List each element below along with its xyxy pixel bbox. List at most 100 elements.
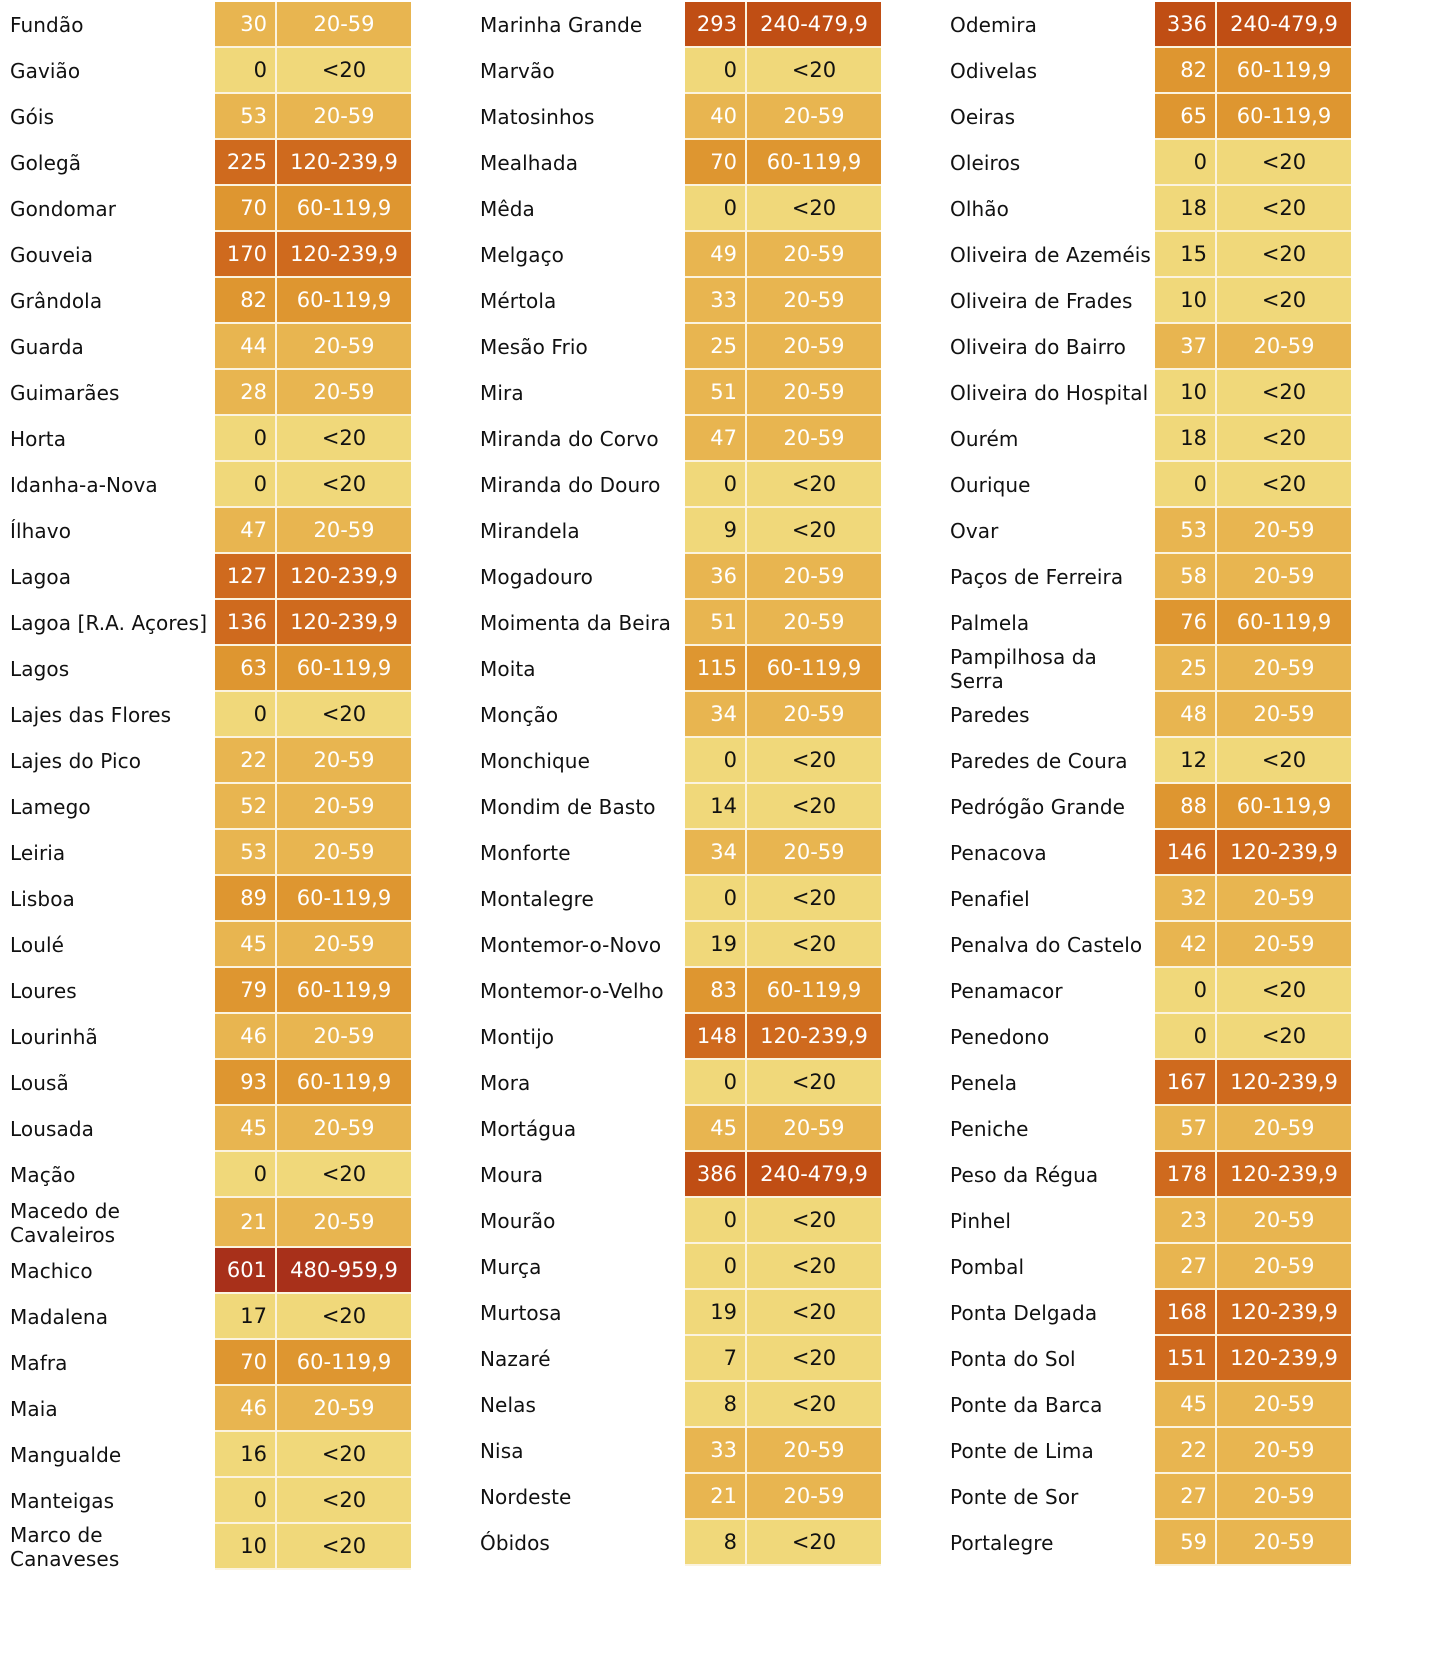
table-row: Lagoa [R.A. Açores] 136 120-239,9: [0, 600, 411, 646]
table-row: Penafiel 32 20-59: [940, 876, 1351, 922]
table-row: Monchique 0 <20: [470, 738, 881, 784]
incidence-value: 0: [215, 416, 277, 462]
table-row: Lousada 45 20-59: [0, 1106, 411, 1152]
table-row: Montemor-o-Velho 83 60-119,9: [470, 968, 881, 1014]
incidence-category: 480-959,9: [277, 1248, 411, 1294]
municipality-name: Macedo de Cavaleiros: [10, 1199, 121, 1247]
incidence-category: 120-239,9: [747, 1014, 881, 1060]
table-row: Gondomar 70 60-119,9: [0, 186, 411, 232]
incidence-value: 70: [215, 1340, 277, 1386]
municipality-name: Penalva do Castelo: [950, 933, 1143, 957]
table-row: Nelas 8 <20: [470, 1382, 881, 1428]
table-row: Montalegre 0 <20: [470, 876, 881, 922]
table-row: Murça 0 <20: [470, 1244, 881, 1290]
incidence-category: <20: [747, 462, 881, 508]
table-row: Loures 79 60-119,9: [0, 968, 411, 1014]
municipality-name: Lagos: [10, 657, 70, 681]
incidence-value: 58: [1155, 554, 1217, 600]
municipality-name: Marco de Canaveses: [10, 1523, 120, 1571]
table-row: Grândola 82 60-119,9: [0, 278, 411, 324]
table-row: Oliveira de Frades 10 <20: [940, 278, 1351, 324]
incidence-value: 17: [215, 1294, 277, 1340]
table-row: Marvão 0 <20: [470, 48, 881, 94]
table-row: Ponta Delgada 168 120-239,9: [940, 1290, 1351, 1336]
incidence-value: 0: [685, 462, 747, 508]
table-row: Maia 46 20-59: [0, 1386, 411, 1432]
incidence-value: 336: [1155, 2, 1217, 48]
incidence-category: 20-59: [277, 830, 411, 876]
municipality-name: Peso da Régua: [950, 1163, 1099, 1187]
municipality-name: Pampilhosa da Serra: [950, 645, 1097, 693]
incidence-category: <20: [747, 876, 881, 922]
incidence-category: 20-59: [747, 1474, 881, 1520]
municipality-name: Ílhavo: [10, 519, 72, 543]
table-row: Mora 0 <20: [470, 1060, 881, 1106]
municipality-name: Nelas: [480, 1393, 536, 1417]
municipality-name: Gavião: [10, 59, 81, 83]
municipality-name: Penacova: [950, 841, 1047, 865]
table-row: Moura 386 240-479,9: [470, 1152, 881, 1198]
incidence-category: <20: [277, 1294, 411, 1340]
municipality-name: Matosinhos: [480, 105, 595, 129]
table-row: Paços de Ferreira 58 20-59: [940, 554, 1351, 600]
incidence-category: 240-479,9: [747, 2, 881, 48]
incidence-category: <20: [747, 186, 881, 232]
incidence-category: 20-59: [1217, 1520, 1351, 1566]
table-row: Macedo de Cavaleiros 21 20-59: [0, 1198, 411, 1248]
incidence-category: 60-119,9: [747, 968, 881, 1014]
municipality-name: Marvão: [480, 59, 555, 83]
incidence-value: 0: [215, 1478, 277, 1524]
incidence-category: <20: [277, 48, 411, 94]
incidence-category: 240-479,9: [1217, 2, 1351, 48]
table-row: Marinha Grande 293 240-479,9: [470, 2, 881, 48]
incidence-category: 20-59: [1217, 554, 1351, 600]
table-row: Loulé 45 20-59: [0, 922, 411, 968]
incidence-category: 20-59: [747, 554, 881, 600]
municipality-name: Mafra: [10, 1351, 68, 1375]
incidence-category: 120-239,9: [277, 232, 411, 278]
municipality-name: Mortágua: [480, 1117, 577, 1141]
incidence-value: 46: [215, 1386, 277, 1432]
incidence-category: 20-59: [747, 232, 881, 278]
table-row: Pedrógão Grande 88 60-119,9: [940, 784, 1351, 830]
incidence-category: 120-239,9: [1217, 1152, 1351, 1198]
incidence-value: 14: [685, 784, 747, 830]
municipality-name: Miranda do Corvo: [480, 427, 659, 451]
municipality-name: Paços de Ferreira: [950, 565, 1124, 589]
incidence-category: 60-119,9: [1217, 48, 1351, 94]
incidence-category: 20-59: [1217, 922, 1351, 968]
incidence-value: 49: [685, 232, 747, 278]
municipality-name: Penafiel: [950, 887, 1030, 911]
municipality-name: Monforte: [480, 841, 571, 865]
table-row: Nisa 33 20-59: [470, 1428, 881, 1474]
municipality-name: Lousã: [10, 1071, 69, 1095]
incidence-category: <20: [747, 784, 881, 830]
incidence-value: 82: [1155, 48, 1217, 94]
incidence-value: 0: [215, 692, 277, 738]
incidence-category: 20-59: [277, 370, 411, 416]
municipality-name: Loulé: [10, 933, 65, 957]
incidence-value: 93: [215, 1060, 277, 1106]
incidence-category: <20: [747, 1060, 881, 1106]
table-column-1: Fundão 30 20-59 Gavião 0 <20 Góis 53 20-59 Golegã…: [0, 2, 411, 1571]
table-row: Nordeste 21 20-59: [470, 1474, 881, 1520]
incidence-value: 10: [1155, 370, 1217, 416]
table-row: Ponte de Sor 27 20-59: [940, 1474, 1351, 1520]
table-row: Monção 34 20-59: [470, 692, 881, 738]
incidence-category: <20: [1217, 370, 1351, 416]
incidence-value: 0: [685, 1060, 747, 1106]
incidence-value: 51: [685, 370, 747, 416]
incidence-value: 36: [685, 554, 747, 600]
incidence-value: 48: [1155, 692, 1217, 738]
table-row: Moimenta da Beira 51 20-59: [470, 600, 881, 646]
incidence-value: 22: [215, 738, 277, 784]
table-row: Mealhada 70 60-119,9: [470, 140, 881, 186]
table-row: Mesão Frio 25 20-59: [470, 324, 881, 370]
table-row: Mafra 70 60-119,9: [0, 1340, 411, 1386]
incidence-category: 20-59: [1217, 646, 1351, 692]
table-row: Lousã 93 60-119,9: [0, 1060, 411, 1106]
incidence-category: <20: [1217, 232, 1351, 278]
incidence-category: <20: [747, 1244, 881, 1290]
incidence-category: 60-119,9: [747, 140, 881, 186]
table-row: Mira 51 20-59: [470, 370, 881, 416]
